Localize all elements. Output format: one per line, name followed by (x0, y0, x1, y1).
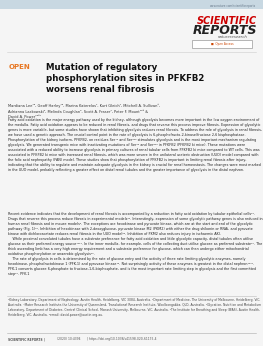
Text: SCIENTIFIC: SCIENTIFIC (197, 16, 257, 26)
Text: ■  Open Access: ■ Open Access (211, 43, 233, 46)
Text: REPORTS: REPORTS (193, 24, 257, 36)
Text: www.nature.com/scientificreports: www.nature.com/scientificreports (210, 3, 256, 8)
Text: | https://doi.org/10.1038/s41598-020-61175-4: | https://doi.org/10.1038/s41598-020-611… (87, 337, 156, 341)
Text: Mutation of regulatory
phosphorylation sites in PFKFB2
worsens renal fibrosis: Mutation of regulatory phosphorylation s… (46, 63, 204, 94)
Text: ¹Kidney Laboratory, Department of Nephrology, Austin Health, Heidelberg, VIC 308: ¹Kidney Laboratory, Department of Nephro… (8, 298, 261, 317)
Text: Mardiana Lee¹², Geoff Harley¹², Marina Katerelos¹, Kurt Gleich¹, Mitchell A. Sul: Mardiana Lee¹², Geoff Harley¹², Marina K… (8, 103, 160, 119)
Text: Fatty acid oxidation is the major energy pathway used by the kidney, although gl: Fatty acid oxidation is the major energy… (8, 118, 262, 172)
Text: (2020) 10:4394: (2020) 10:4394 (57, 337, 80, 341)
Bar (192, 40, 252, 48)
Bar (0, 0, 263, 9)
Text: SCIENTIFIC REPORTS |: SCIENTIFIC REPORTS | (8, 337, 45, 341)
Text: natureresearch: natureresearch (218, 35, 248, 38)
Text: Recent evidence indicates that the development of renal fibrosis is accompanied : Recent evidence indicates that the devel… (8, 212, 263, 275)
Text: OPEN: OPEN (9, 64, 31, 70)
